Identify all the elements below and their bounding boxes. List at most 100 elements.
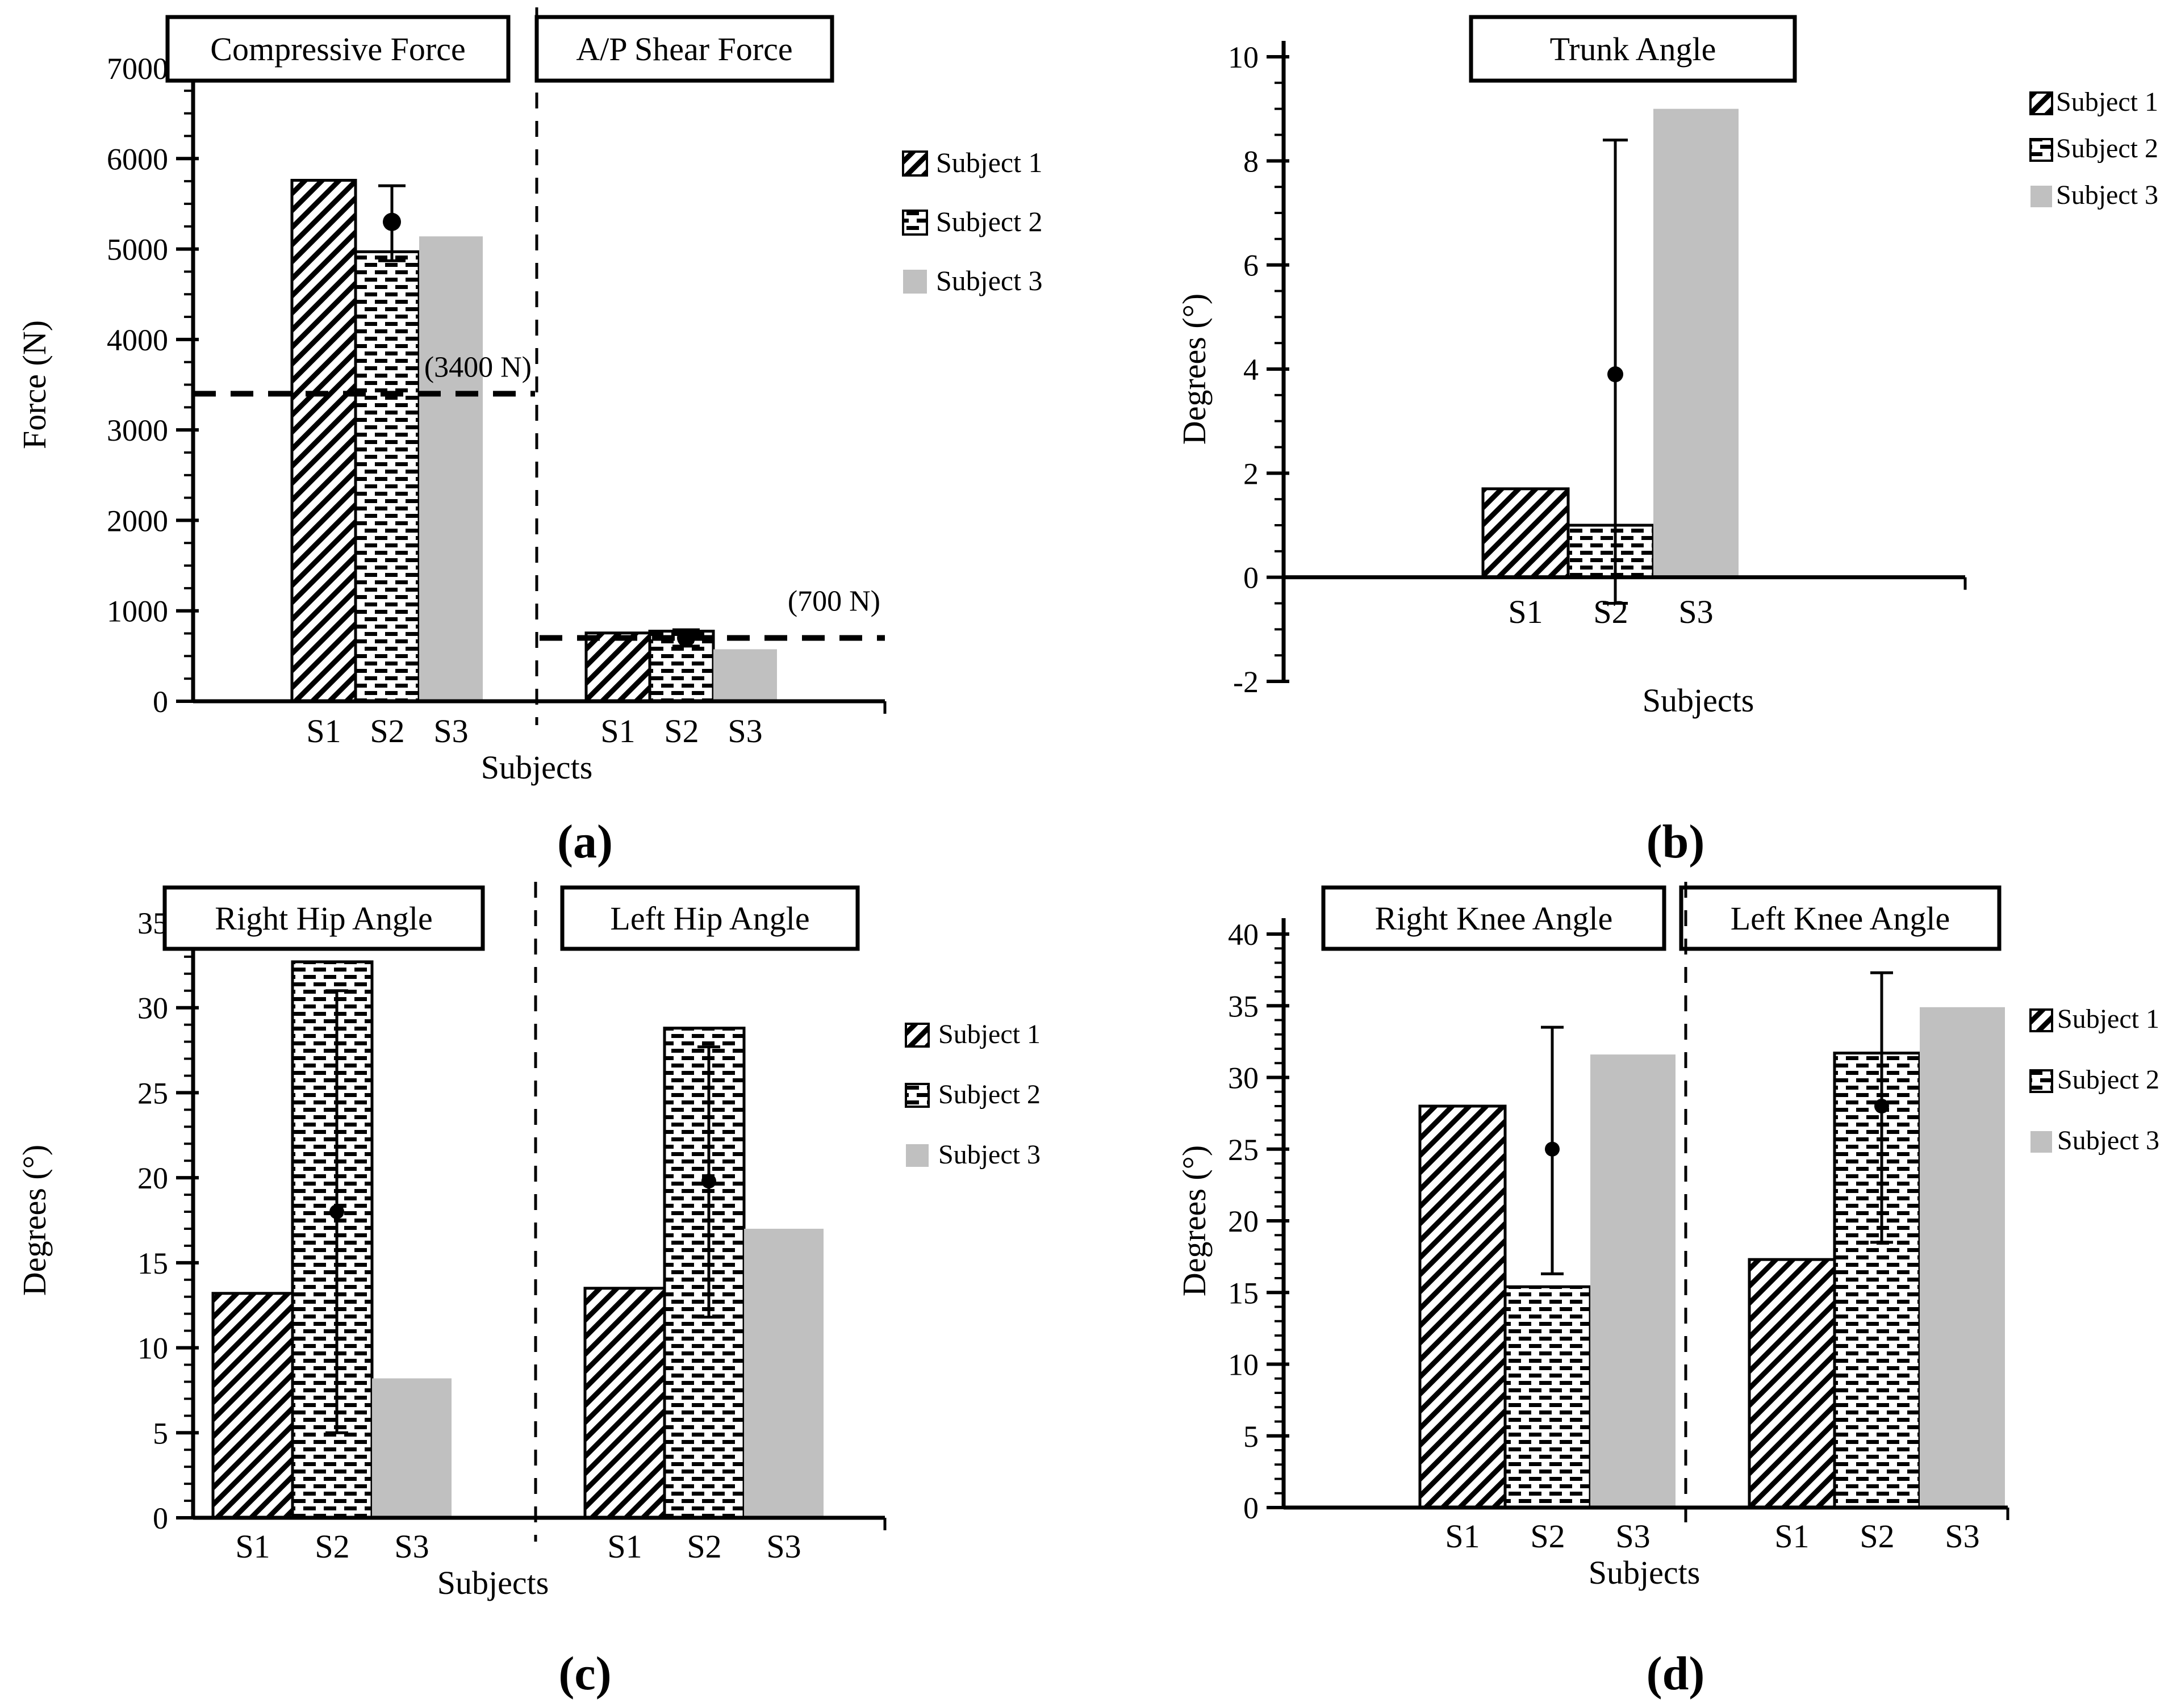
y-tick-label: 20 — [1228, 1204, 1259, 1238]
panel-b-caption: (b) — [1646, 815, 1705, 868]
error-bar — [1541, 1025, 1564, 1275]
svg-text:Trunk Angle: Trunk Angle — [1550, 31, 1716, 68]
error-bar — [1603, 139, 1628, 605]
bar-a1-s3 — [419, 236, 483, 701]
y-tick-label: -2 — [1233, 665, 1259, 699]
x-category-label: S1 — [1508, 593, 1543, 630]
y-tick-label: 6000 — [107, 142, 168, 176]
y-axis-title: Force (N) — [16, 320, 53, 449]
svg-text:Compressive Force: Compressive Force — [210, 31, 465, 68]
subplot-title: A/P Shear Force — [534, 15, 834, 83]
panel-a-caption: (a) — [557, 815, 613, 868]
bar-c2-s2 — [663, 1027, 746, 1519]
legend: Subject 1 Subject 2 Subject 3 — [2029, 87, 2158, 210]
bar-a1-s2 — [354, 250, 421, 703]
y-tick-label: 25 — [137, 1076, 168, 1110]
bar-d1-s3 — [1590, 1054, 1676, 1508]
legend: Subject 1 Subject 2 Subject 3 — [905, 1019, 1041, 1170]
x-category-label: S1 — [306, 713, 341, 750]
error-bar-mean-dot — [329, 1204, 344, 1220]
bar-b1-s3 — [1653, 108, 1739, 577]
legend-label-subject-2: Subject 2 — [2057, 1065, 2159, 1095]
subplot-title: Compressive Force — [165, 15, 511, 83]
bar-a2-s1 — [584, 631, 651, 703]
y-tick-label: 5 — [1243, 1420, 1259, 1454]
y-tick-label: 25 — [1228, 1133, 1259, 1167]
y-tick-label: 10 — [137, 1332, 168, 1366]
x-category-label: S3 — [1615, 1518, 1650, 1555]
x-axis-title: Subjects — [481, 749, 593, 786]
error-bar — [697, 1045, 720, 1319]
x-category-label: S2 — [1593, 593, 1628, 630]
x-category-label: S2 — [315, 1528, 349, 1565]
legend-swatch-subject-1 — [905, 1023, 930, 1048]
legend-label-subject-3: Subject 3 — [2056, 180, 2158, 210]
y-axis-title: Degrees (°) — [1176, 294, 1213, 445]
bar-d1-s2 — [1503, 1285, 1592, 1509]
bar-c1-s1 — [211, 1292, 294, 1519]
y-axis-title: Degrees (°) — [1176, 1145, 1213, 1296]
legend: Subject 1 Subject 2 Subject 3 — [902, 146, 1042, 296]
legend-label-subject-3: Subject 3 — [2057, 1125, 2159, 1156]
y-axis-title: Degrees (°) — [16, 1145, 53, 1296]
subplot-title: Right Hip Angle — [162, 885, 485, 951]
x-category-label: S1 — [1445, 1518, 1480, 1555]
bars: S1 S2 S3 S1 S2 S3 — [290, 179, 777, 750]
legend-label-subject-1: Subject 1 — [2056, 87, 2158, 117]
legend-label-subject-3: Subject 3 — [936, 265, 1042, 296]
y-tick-label: 35 — [1228, 989, 1259, 1023]
legend-label-subject-1: Subject 1 — [2057, 1004, 2159, 1034]
x-category-label: S2 — [687, 1528, 721, 1565]
legend-swatch-subject-3 — [906, 1144, 929, 1167]
error-bar-mean-dot — [1874, 1099, 1889, 1113]
y-tick-label: 6 — [1243, 249, 1259, 283]
x-axis-title: Subjects — [1643, 682, 1754, 719]
svg-text:A/P Shear Force: A/P Shear Force — [576, 31, 792, 68]
legend-swatch-subject-3 — [903, 270, 927, 294]
error-bar-mean-dot — [677, 629, 695, 647]
panel-a: 0 1000 2000 3000 4000 5000 6000 7000 Force (N) S1… — [6, 3, 1164, 869]
x-category-label: S3 — [394, 1528, 429, 1565]
legend-swatch-subject-2 — [2029, 1069, 2053, 1093]
y-tick-label: 5 — [153, 1416, 168, 1450]
bar-a1-s1 — [290, 179, 357, 703]
bar-d2-s3 — [1920, 1007, 2005, 1508]
panel-a-chart: 0 1000 2000 3000 4000 5000 6000 7000 Force (N) S1… — [16, 7, 1042, 786]
legend-swatch-subject-2 — [905, 1083, 930, 1108]
x-category-label: S3 — [433, 713, 468, 750]
bar-c2-s3 — [744, 1228, 824, 1518]
y-tick-label: 5000 — [107, 233, 168, 267]
legend-swatch-subject-2 — [2029, 138, 2053, 162]
y-tick-label: 0 — [153, 685, 168, 719]
x-category-label: S1 — [235, 1528, 270, 1565]
y-tick-label: 0 — [1243, 1491, 1259, 1525]
y-axis: 0 5 10 15 20 25 30 35 40 Degrees (°) — [1176, 918, 1289, 1525]
legend-label-subject-1: Subject 1 — [936, 146, 1042, 178]
bar-d2-s2 — [1833, 1052, 1921, 1509]
y-tick-label: 4000 — [107, 323, 168, 357]
bar-b1-s2 — [1566, 524, 1655, 579]
legend-swatch-subject-2 — [902, 210, 928, 236]
bar-c1-s2 — [291, 960, 374, 1519]
x-category-label: S3 — [766, 1528, 801, 1565]
svg-text:Right Hip Angle: Right Hip Angle — [215, 900, 432, 937]
threshold-label: (3400 N) — [424, 351, 532, 383]
y-tick-label: 0 — [153, 1501, 168, 1535]
panel-b-chart: -2 0 2 4 6 8 10 Degrees (°) S1 S2 S3 Trunk Angle Sub… — [1176, 15, 2158, 719]
panel-c-caption: (c) — [558, 1647, 612, 1700]
y-tick-label: 20 — [137, 1161, 168, 1195]
y-tick-label: 1000 — [107, 595, 168, 629]
x-category-label: S1 — [600, 713, 635, 750]
y-tick-label: 10 — [1228, 1348, 1259, 1382]
y-tick-label: 30 — [1228, 1061, 1259, 1095]
svg-text:Left Knee Angle: Left Knee Angle — [1731, 900, 1950, 937]
y-tick-label: 40 — [1228, 918, 1259, 952]
x-category-label: S3 — [728, 713, 762, 750]
subplot-title: Trunk Angle — [1469, 15, 1797, 83]
legend-label-subject-3: Subject 3 — [938, 1140, 1041, 1170]
x-category-label: S3 — [1678, 593, 1713, 630]
panel-d-caption: (d) — [1646, 1647, 1705, 1700]
bar-a2-s3 — [713, 649, 777, 701]
